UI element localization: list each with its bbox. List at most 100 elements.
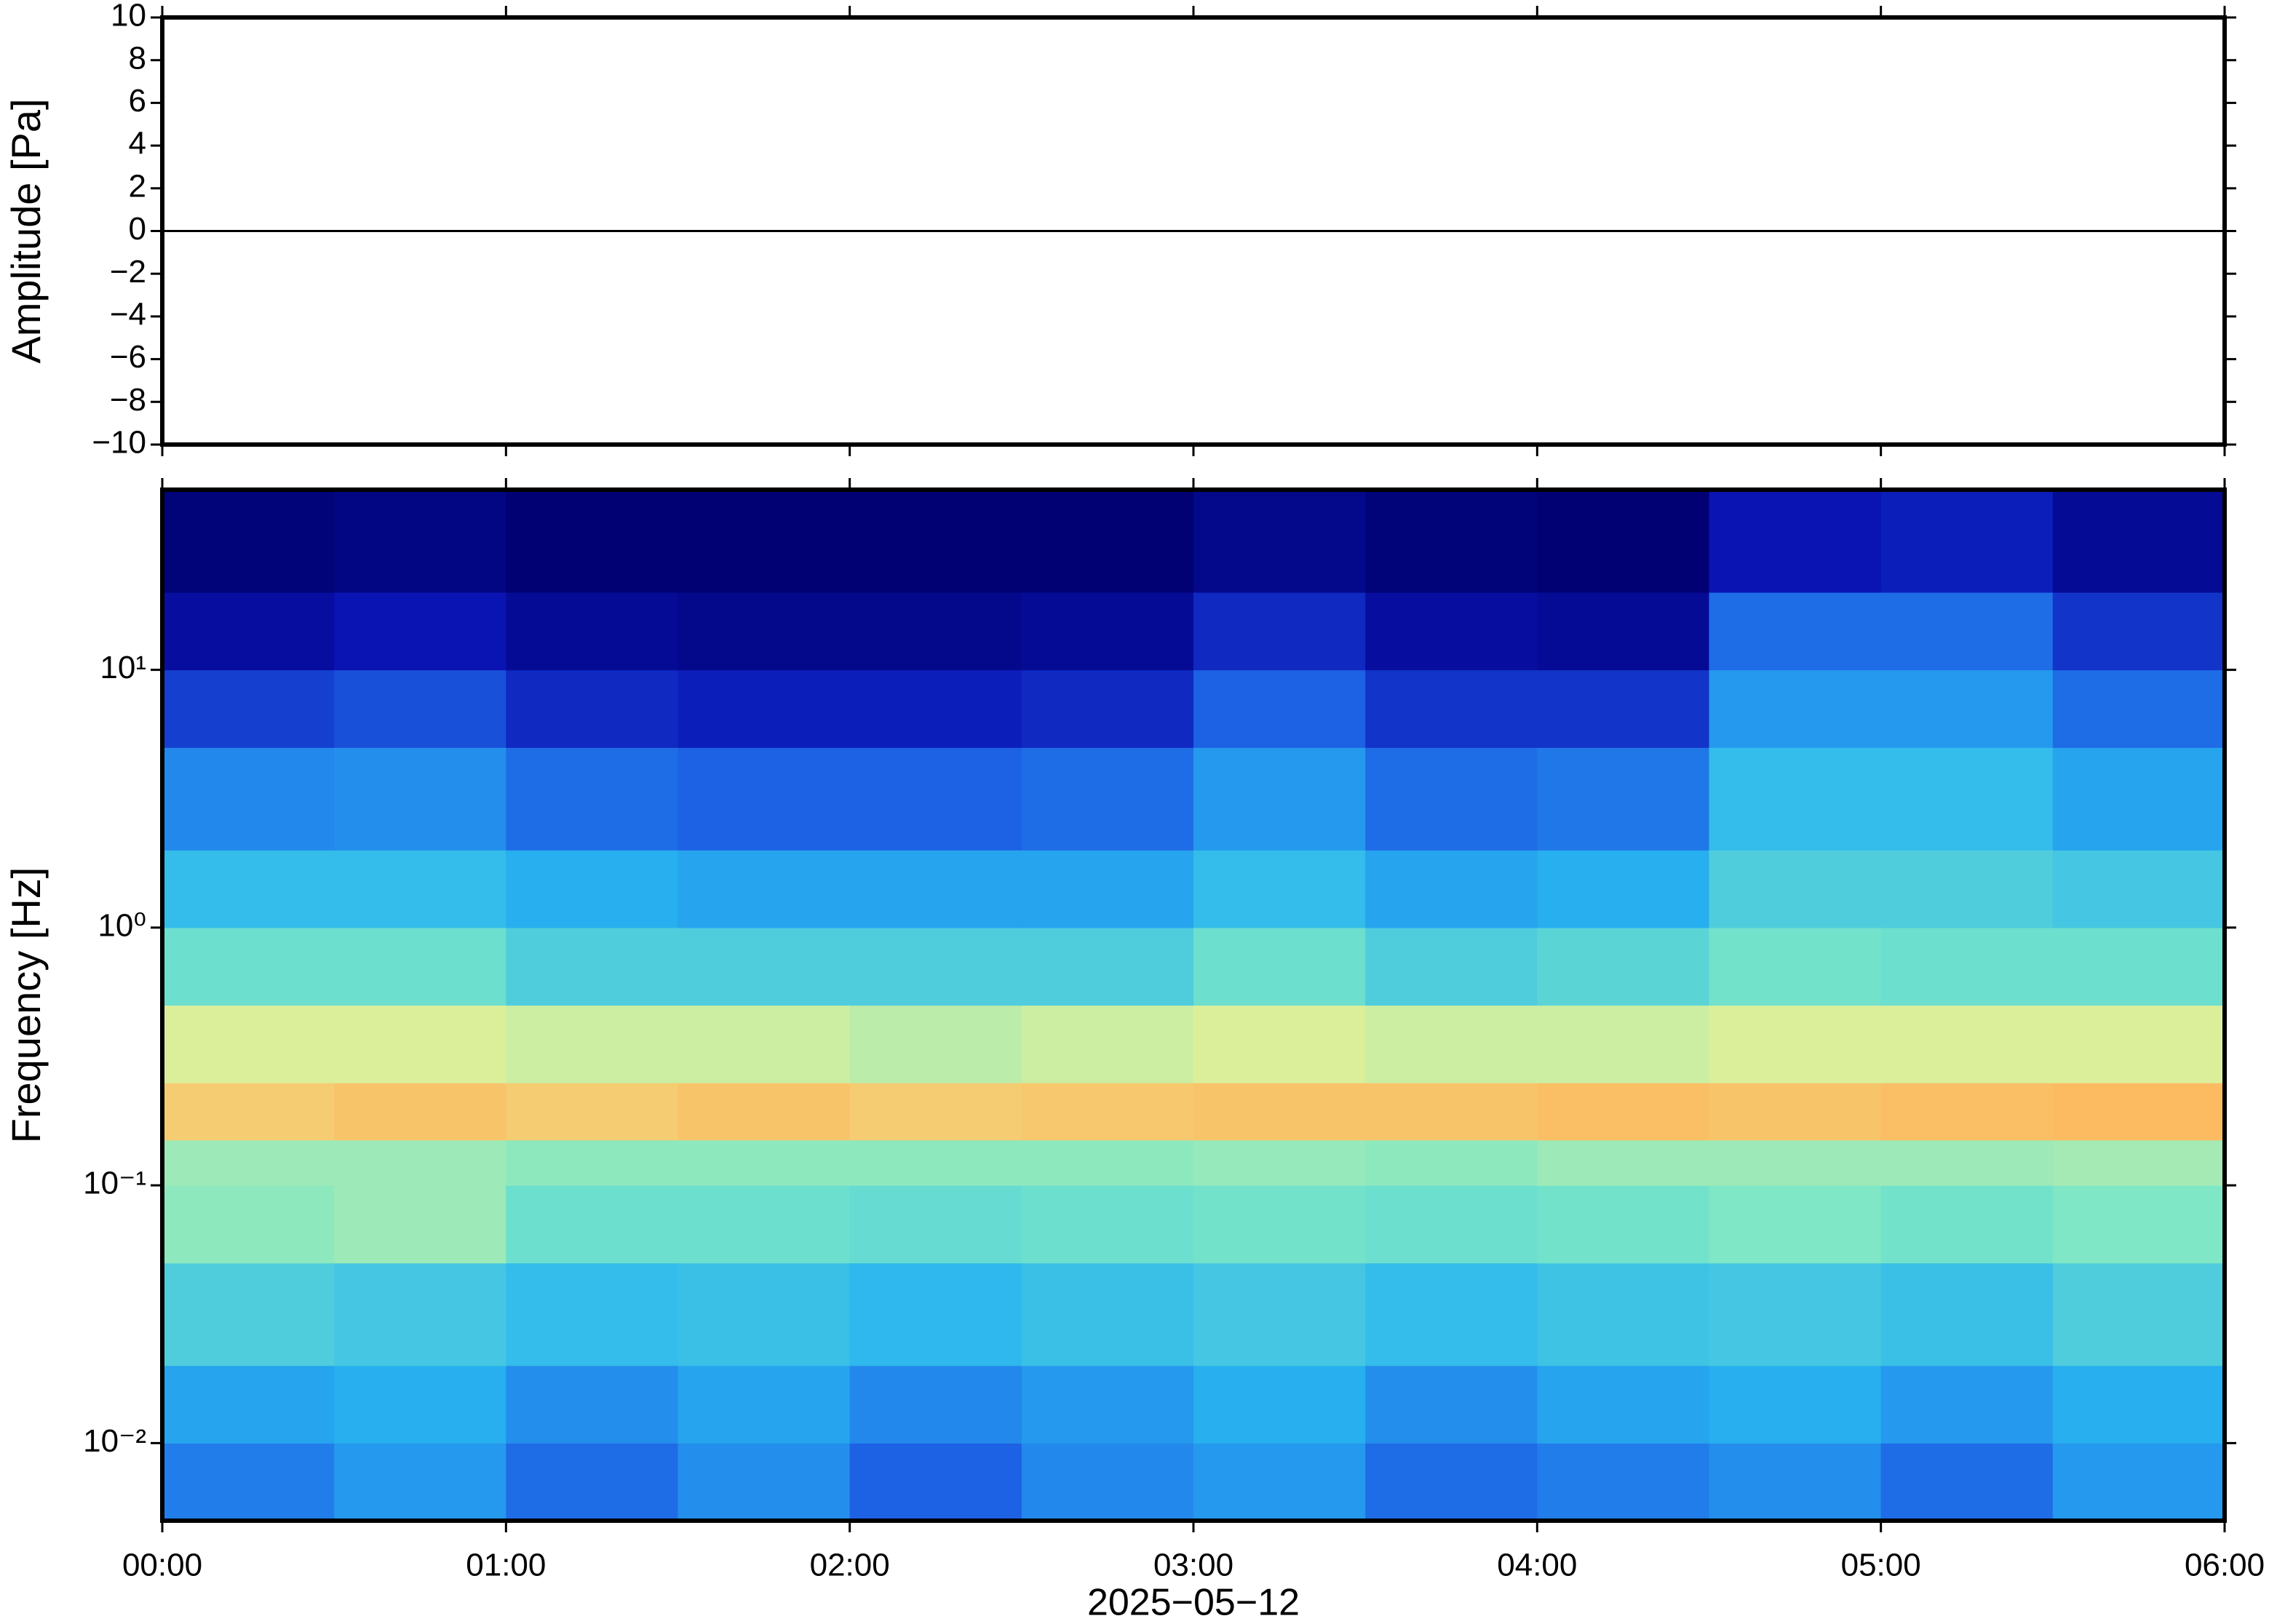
spectrogram-cell <box>506 1083 679 1141</box>
spectrogram-cell <box>1193 1262 1366 1366</box>
spectrogram-cell <box>506 927 679 1006</box>
spectrogram-cell <box>849 1185 1022 1264</box>
spectrogram-cell <box>2052 747 2225 851</box>
y-tick-label: 6 <box>129 83 146 119</box>
spectrogram-cell <box>2052 850 2225 928</box>
spectrogram-cell <box>1537 1083 1710 1141</box>
spectrogram-cell <box>1537 669 1710 748</box>
spectrogram-cell <box>1021 747 1194 851</box>
spectrogram-cell <box>677 592 851 671</box>
spectrogram-cell <box>506 490 679 593</box>
spectrogram-cell <box>1709 927 1882 1006</box>
spectrogram-cell <box>334 850 506 928</box>
spectrogram-cell <box>1880 1365 2054 1444</box>
spectrogram-cell <box>1021 1005 1194 1083</box>
spectrogram-cell <box>1709 1005 1882 1083</box>
y-tick-label: 10⁻² <box>83 1423 146 1459</box>
spectrogram-cell <box>1365 1262 1538 1366</box>
spectrogram-cell <box>1193 1083 1366 1141</box>
spectrogram-cell <box>849 1262 1022 1366</box>
spectrogram-cell <box>334 592 506 671</box>
spectrogram-cell <box>849 1139 1022 1186</box>
spectrogram-cell <box>162 1083 335 1141</box>
y-axis-label: Amplitude [Pa] <box>3 98 49 363</box>
spectrogram-cell <box>1365 490 1538 593</box>
y-tick-label: 2 <box>129 168 146 204</box>
spectrogram-cell <box>1193 592 1366 671</box>
spectrogram-cell <box>1537 1005 1710 1083</box>
spectrogram-cell <box>334 490 506 593</box>
spectrogram-cell <box>1193 1443 1366 1521</box>
spectrogram-cell <box>1537 850 1710 928</box>
spectrogram-cell <box>506 1365 679 1444</box>
x-tick-label: 00:00 <box>122 1548 202 1583</box>
spectrogram-cell <box>1193 1005 1366 1083</box>
y-tick-label: 8 <box>129 40 146 76</box>
spectrogram-cell <box>677 1443 851 1521</box>
spectrogram-cell <box>334 1005 506 1083</box>
spectrogram-cell <box>1709 747 1882 851</box>
spectrogram-cell <box>1365 747 1538 851</box>
spectrogram-cell <box>1537 1262 1710 1366</box>
spectrogram-cell <box>1537 927 1710 1006</box>
spectrogram-cell <box>1021 850 1194 928</box>
y-tick-label: −2 <box>110 254 146 290</box>
y-tick-label: 10⁻¹ <box>83 1166 146 1201</box>
spectrogram-cell <box>162 747 335 851</box>
spectrogram-cell <box>2052 669 2225 748</box>
spectrogram-cell <box>677 669 851 748</box>
spectrogram-cell <box>1709 592 1882 671</box>
spectrogram-cell <box>1365 927 1538 1006</box>
spectrogram-cell <box>506 1005 679 1083</box>
x-tick-label: 05:00 <box>1841 1548 1921 1583</box>
spectrogram-cell <box>677 1005 851 1083</box>
spectrogram-cell <box>334 1185 506 1264</box>
spectrogram-cell <box>1193 927 1366 1006</box>
spectrogram-cell <box>849 1443 1022 1521</box>
spectrogram-cell <box>849 927 1022 1006</box>
y-tick-label: 10¹ <box>100 650 146 685</box>
spectrogram-cell <box>1537 1139 1710 1186</box>
spectrogram-cell <box>334 1262 506 1366</box>
spectrogram-cell <box>1880 1139 2054 1186</box>
y-tick-label: 10 <box>111 0 146 33</box>
spectrogram-cell <box>1193 1185 1366 1264</box>
spectrogram-cell <box>506 1262 679 1366</box>
spectrogram-cell <box>1365 1185 1538 1264</box>
spectrogram-cell <box>849 592 1022 671</box>
spectrogram-cell <box>849 490 1022 593</box>
spectrogram-cell <box>1880 1083 2054 1141</box>
spectrogram-cell <box>1193 1365 1366 1444</box>
spectrogram-cell <box>1537 1185 1710 1264</box>
spectrogram-cell <box>1880 490 2054 593</box>
spectrogram-cell <box>2052 490 2225 593</box>
spectrogram-cell <box>506 669 679 748</box>
y-tick-label: 0 <box>129 211 146 247</box>
x-tick-label: 01:00 <box>466 1548 546 1583</box>
y-tick-label: −6 <box>110 339 146 375</box>
spectrogram-cell <box>2052 1443 2225 1521</box>
y-tick-label: −10 <box>92 425 146 461</box>
spectrogram-cell <box>1365 1443 1538 1521</box>
y-tick-label: 4 <box>129 126 146 162</box>
spectrogram-cell <box>677 850 851 928</box>
spectrogram-cell <box>506 1443 679 1521</box>
y-axis-label: Frequency [Hz] <box>3 867 49 1144</box>
spectrogram-cell <box>1880 592 2054 671</box>
spectrogram-cell <box>1193 850 1366 928</box>
spectrogram-cell <box>1021 592 1194 671</box>
spectrogram-cell <box>1880 1262 2054 1366</box>
spectrogram-cell <box>162 1443 335 1521</box>
spectrogram-cell <box>1880 669 2054 748</box>
spectrogram-cell <box>1365 1005 1538 1083</box>
spectrogram-cell <box>1021 669 1194 748</box>
spectrogram-cell <box>2052 1139 2225 1186</box>
spectrogram-cell <box>1021 490 1194 593</box>
spectrogram-cell <box>1021 927 1194 1006</box>
spectrogram-cell <box>849 1083 1022 1141</box>
spectrogram-cell <box>1193 669 1366 748</box>
spectrogram-cell <box>849 1365 1022 1444</box>
spectrogram-cell <box>162 850 335 928</box>
spectrogram-cell <box>1709 490 1882 593</box>
spectrogram-cell <box>1365 1139 1538 1186</box>
